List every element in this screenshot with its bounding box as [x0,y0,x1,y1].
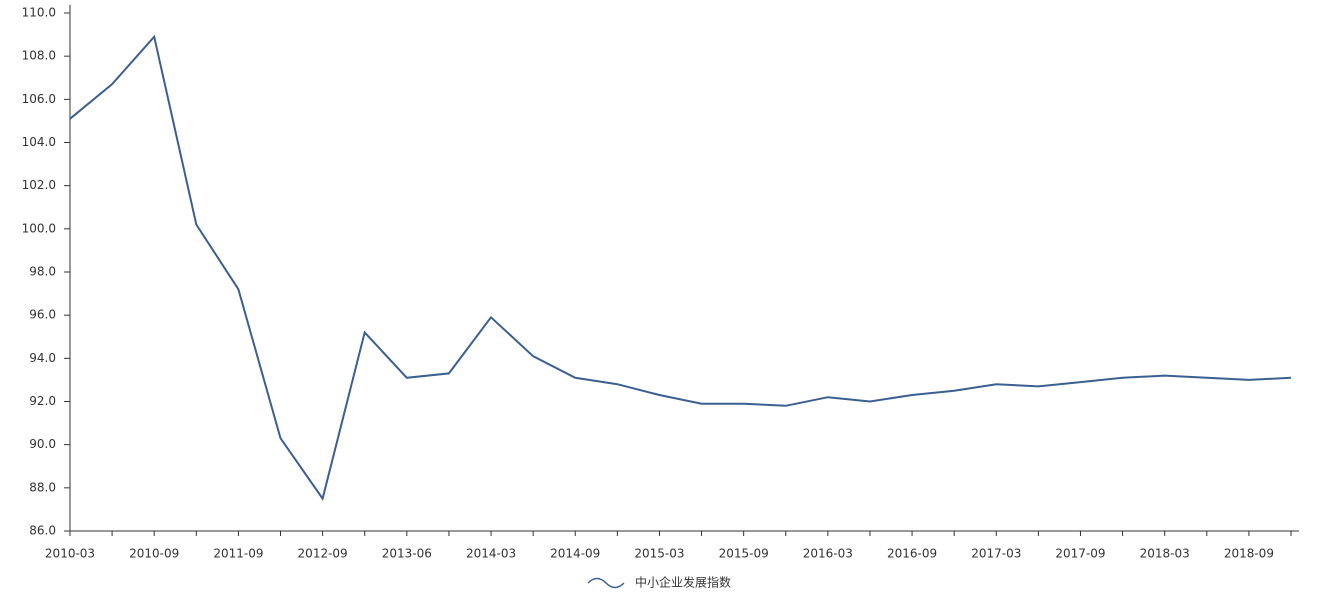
x-tick-label: 2018-03 [1140,547,1190,561]
x-tick-label: 2015-03 [634,547,684,561]
y-tick-label: 98.0 [29,265,56,279]
y-tick-label: 106.0 [22,92,56,106]
y-tick-label: 110.0 [22,6,56,20]
y-tick-label: 102.0 [22,178,56,192]
x-tick-label: 2012-09 [298,547,348,561]
x-tick-label: 2014-09 [550,547,600,561]
x-tick-label: 2013-06 [382,547,432,561]
legend-icon [587,577,625,589]
y-tick-label: 94.0 [29,351,56,365]
x-tick-label: 2018-09 [1224,547,1274,561]
x-tick-label: 2016-09 [887,547,937,561]
y-tick-label: 88.0 [29,480,56,494]
x-tick-label: 2011-09 [213,547,263,561]
y-tick-label: 90.0 [29,437,56,451]
x-tick-label: 2016-03 [803,547,853,561]
y-tick-label: 96.0 [29,308,56,322]
y-tick-label: 86.0 [29,524,56,538]
x-tick-label: 2017-03 [971,547,1021,561]
x-tick-label: 2010-03 [45,547,95,561]
x-tick-label: 2010-09 [129,547,179,561]
y-tick-label: 104.0 [22,135,56,149]
x-tick-label: 2014-03 [466,547,516,561]
y-tick-label: 92.0 [29,394,56,408]
x-tick-label: 2015-09 [719,547,769,561]
data-line [69,34,1292,501]
y-tick-label: 100.0 [22,221,56,235]
legend-label: 中小企业发展指数 [635,575,731,590]
x-tick-label: 2017-09 [1055,547,1105,561]
y-tick-label: 108.0 [22,49,56,63]
